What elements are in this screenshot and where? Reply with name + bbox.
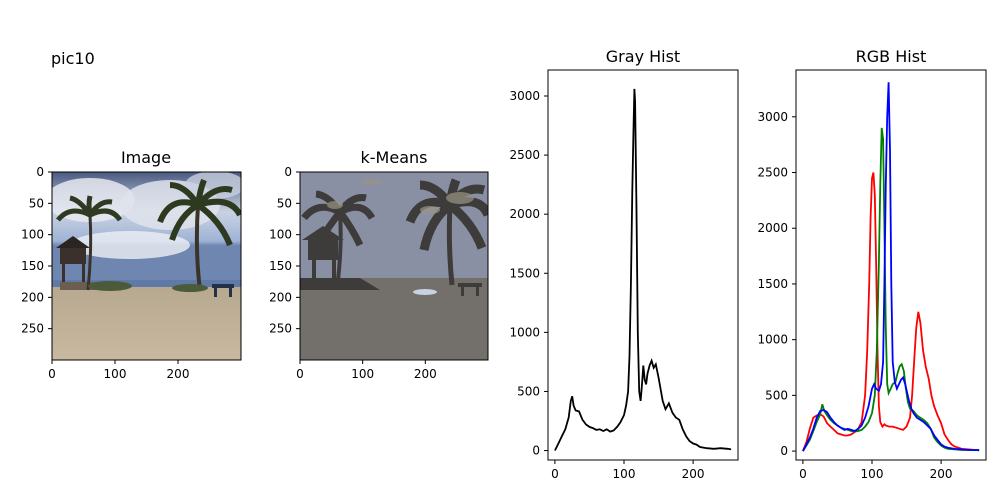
kmeans-ytick-label: 0 (284, 165, 292, 179)
image-xtick-label: 100 (104, 367, 127, 381)
figure-title: pic10 (51, 49, 95, 68)
image-xtick-label: 200 (167, 367, 190, 381)
gray-hist-ytick-label: 0 (532, 444, 540, 458)
gray-hist-xtick-label: 200 (682, 467, 705, 481)
rgb-hist-ytick-label: 0 (780, 444, 788, 458)
rgb-hist-series-2 (802, 82, 980, 452)
kmeans-ytick-label: 250 (269, 322, 292, 336)
image-ytick-label: 100 (21, 228, 44, 242)
kmeans-ytick-label: 50 (277, 196, 292, 210)
rgb-hist-ytick-label: 1500 (757, 277, 788, 291)
gray-hist-frame (547, 69, 739, 461)
kmeans-axes: 0 100 200 0 50 100 150 200 250 (269, 165, 489, 381)
gray-hist-series-0 (554, 88, 732, 451)
rgb-hist-xtick-label: 100 (861, 467, 884, 481)
kmeans-ytick-label: 100 (269, 228, 292, 242)
kmeans-panel: k-Means 0 10 (269, 148, 489, 381)
gray-hist-ytick-label: 3000 (509, 89, 540, 103)
image-ytick-label: 50 (29, 196, 44, 210)
gray-hist-ytick-label: 2500 (509, 148, 540, 162)
image-panel-title: Image (121, 148, 171, 167)
kmeans-ytick-label: 150 (269, 259, 292, 273)
gray-hist-ytick-label: 500 (517, 384, 540, 398)
kmeans-xtick-label: 100 (351, 367, 374, 381)
rgb-hist-ytick-label: 1000 (757, 333, 788, 347)
gray-hist-ytick-label: 1500 (509, 266, 540, 280)
image-axes: 0 100 200 0 50 100 150 200 250 (21, 165, 242, 381)
image-ytick-label: 200 (21, 290, 44, 304)
kmeans-ytick-label: 200 (269, 290, 292, 304)
rgb-hist-ytick-label: 500 (765, 388, 788, 402)
rgb-hist-title: RGB Hist (856, 47, 927, 66)
image-ytick-label: 150 (21, 259, 44, 273)
rgb-hist-xtick-label: 0 (799, 467, 807, 481)
gray-hist-ytick-label: 2000 (509, 207, 540, 221)
rgb-hist-ytick-label: 2000 (757, 221, 788, 235)
rgb-hist-ytick-label: 3000 (757, 110, 788, 124)
rgb-hist-series-0 (802, 172, 980, 452)
image-ytick-label: 0 (36, 165, 44, 179)
image-xtick-label: 0 (48, 367, 56, 381)
gray-hist-title: Gray Hist (606, 47, 680, 66)
rgb-hist-ytick-label: 2500 (757, 166, 788, 180)
beach-photo (52, 172, 241, 360)
rgb-hist-xtick-label: 200 (930, 467, 953, 481)
image-panel: Image (21, 148, 242, 381)
kmeans-xtick-label: 0 (296, 367, 304, 381)
gray-hist-panel: Gray Hist 0 100 20005001000150020002500300… (509, 47, 739, 481)
gray-hist-xtick-label: 0 (551, 467, 559, 481)
image-ytick-label: 250 (21, 322, 44, 336)
kmeans-segmented-image (300, 172, 488, 360)
kmeans-panel-title: k-Means (361, 148, 428, 167)
kmeans-xtick-label: 200 (414, 367, 437, 381)
gray-hist-xtick-label: 100 (613, 467, 636, 481)
gray-hist-ytick-label: 1000 (509, 325, 540, 339)
rgb-hist-frame (795, 69, 987, 461)
